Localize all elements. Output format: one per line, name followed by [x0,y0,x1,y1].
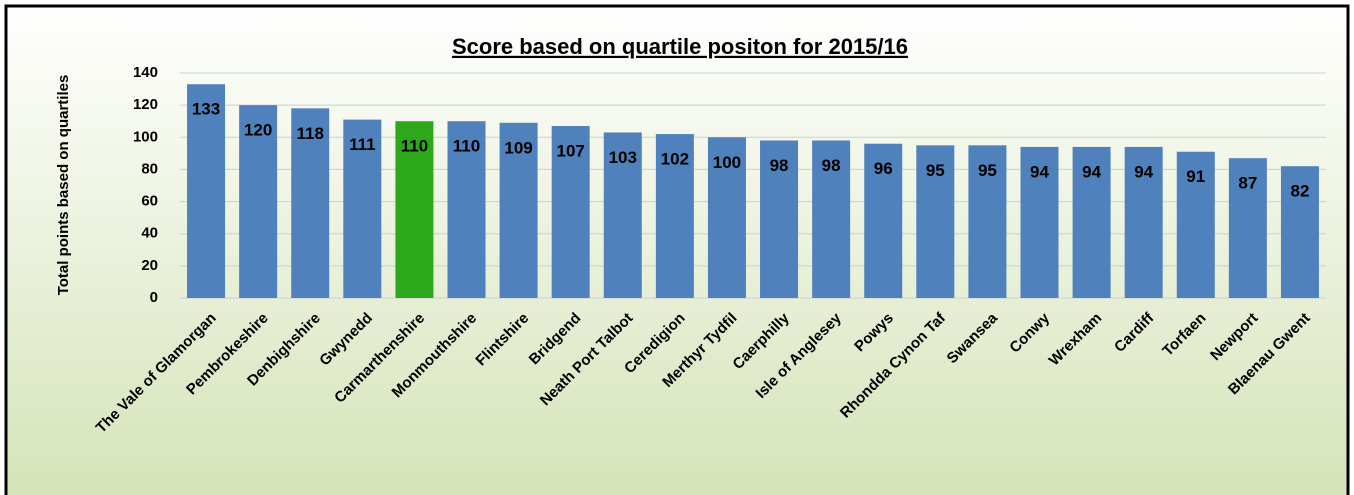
data-label: 110 [401,137,428,156]
bar [1176,151,1215,298]
y-tick-label: 0 [150,289,158,306]
bar [1280,166,1319,298]
chart-title: Score based on quartile positon for 2015… [452,34,908,59]
bar [707,137,746,298]
bar [499,122,538,298]
y-tick-label: 120 [133,96,158,113]
bar [343,119,382,298]
data-label: 120 [244,121,272,140]
y-axis-label: Total points based on quartiles [55,75,72,296]
data-label: 96 [874,159,893,178]
data-label: 103 [609,148,637,167]
bar [603,132,642,298]
data-label: 94 [1134,162,1153,181]
y-tick-label: 80 [141,160,158,177]
bar [447,121,486,298]
data-label: 91 [1186,167,1205,186]
bar [291,108,330,298]
data-label: 100 [713,153,741,172]
data-label: 94 [1082,162,1101,181]
data-label: 110 [453,137,480,156]
bar [1228,158,1267,298]
bar [812,140,851,298]
bar [968,145,1007,298]
bar [187,84,226,298]
bar [1020,146,1059,298]
data-label: 87 [1238,174,1257,193]
data-label: 82 [1290,182,1309,201]
data-label: 102 [661,150,689,169]
data-label: 109 [504,138,532,157]
data-label: 98 [770,156,789,175]
bar [655,134,694,298]
data-label: 133 [192,100,220,119]
y-tick-label: 60 [141,193,158,210]
bar [1124,146,1163,298]
y-tick-label: 140 [133,64,158,81]
bar [916,145,955,298]
bar [239,105,278,299]
bar [864,143,903,298]
data-label: 95 [978,161,997,180]
data-label: 107 [556,142,584,161]
data-label: 95 [926,161,945,180]
bar [760,140,799,298]
bar [395,121,434,298]
y-tick-label: 40 [141,225,158,242]
bar [551,126,590,299]
data-label: 118 [297,124,324,143]
data-label: 98 [822,156,841,175]
data-label: 94 [1030,162,1049,181]
data-label: 111 [349,135,376,154]
y-tick-label: 20 [141,257,158,274]
bar [1072,146,1111,298]
y-tick-label: 100 [133,128,158,145]
